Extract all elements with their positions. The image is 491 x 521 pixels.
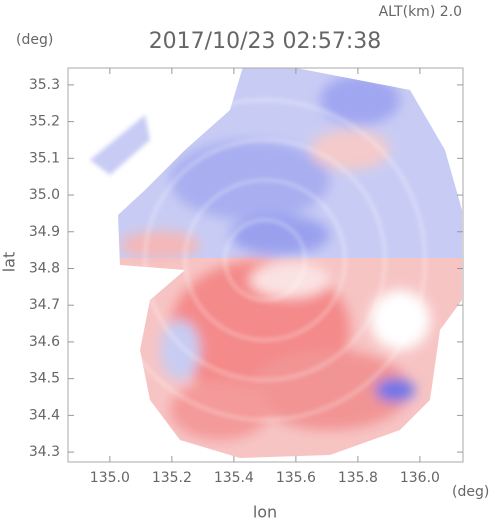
y-tick-label: 34.7 bbox=[29, 297, 60, 313]
y-tick-label: 35.1 bbox=[29, 150, 60, 166]
x-unit: (deg) bbox=[452, 484, 489, 500]
y-unit: (deg) bbox=[16, 32, 53, 48]
y-tick-label: 35.3 bbox=[29, 77, 60, 93]
chart-title: 2017/10/23 02:57:38 bbox=[149, 29, 382, 54]
x-tick-label: 135.6 bbox=[276, 470, 316, 486]
x-tick-label: 135.2 bbox=[152, 470, 192, 486]
radar-field bbox=[90, 68, 462, 458]
y-tick-label: 34.8 bbox=[29, 260, 60, 276]
y-tick-label: 34.4 bbox=[29, 407, 60, 423]
y-tick-label: 35.2 bbox=[29, 114, 60, 130]
y-axis-label: lat bbox=[0, 252, 19, 273]
x-tick-label: 135.4 bbox=[214, 470, 254, 486]
y-tick-label: 34.6 bbox=[29, 334, 60, 350]
x-tick-label: 136.0 bbox=[400, 470, 440, 486]
y-tick-label: 34.3 bbox=[29, 444, 60, 460]
x-axis-label: lon bbox=[253, 503, 277, 521]
y-tick-label: 35.0 bbox=[29, 187, 60, 203]
y-tick-label: 34.5 bbox=[29, 371, 60, 387]
altitude-label: ALT(km) 2.0 bbox=[379, 4, 462, 20]
x-tick-label: 135.0 bbox=[90, 470, 130, 486]
x-tick-label: 135.8 bbox=[338, 470, 378, 486]
plot-frame bbox=[67, 67, 464, 463]
y-tick-label: 34.9 bbox=[29, 224, 60, 240]
